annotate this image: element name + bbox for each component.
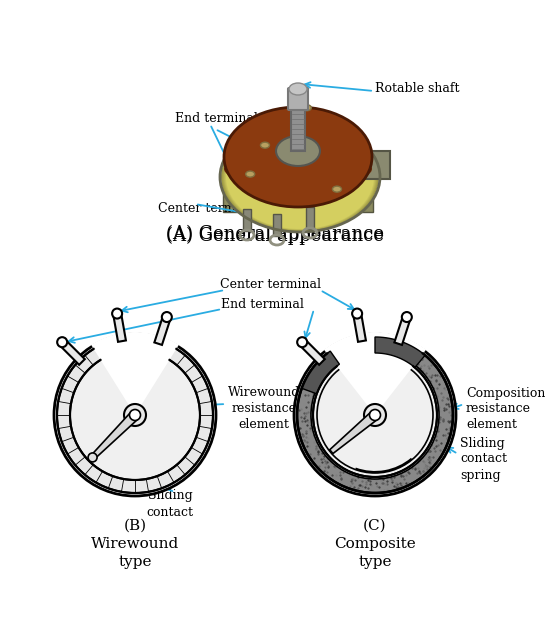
Wedge shape [324,332,426,415]
Ellipse shape [224,152,372,187]
Circle shape [370,409,381,421]
Text: (A) General appearance: (A) General appearance [166,227,384,245]
Ellipse shape [224,107,372,207]
Circle shape [402,312,412,322]
Text: End terminal: End terminal [221,298,304,311]
Text: Wirewound
resistance
element: Wirewound resistance element [228,386,300,431]
Polygon shape [353,313,366,342]
Ellipse shape [302,105,311,111]
Ellipse shape [226,125,374,229]
Circle shape [57,337,67,347]
Circle shape [297,337,307,347]
Text: Rotable shaft: Rotable shaft [375,82,459,96]
Bar [243,209,251,231]
Text: Sliding
contact
spring: Sliding contact spring [460,437,507,482]
Circle shape [294,334,456,496]
Polygon shape [223,177,373,212]
Circle shape [364,404,386,426]
Polygon shape [91,411,139,459]
Text: (C)
Composite
type: (C) Composite type [334,518,416,569]
Circle shape [112,309,122,318]
Circle shape [70,350,200,480]
Circle shape [88,453,97,462]
Wedge shape [91,332,179,415]
Polygon shape [59,339,85,365]
Polygon shape [113,313,126,342]
Circle shape [311,351,439,479]
Circle shape [313,353,437,477]
Polygon shape [155,316,170,345]
Ellipse shape [224,124,376,230]
Ellipse shape [261,142,270,148]
Text: (A) General appearance: (A) General appearance [166,225,384,243]
Polygon shape [330,411,378,454]
Circle shape [70,350,200,480]
Text: Composition
resistance
element: Composition resistance element [466,386,546,431]
Ellipse shape [276,136,320,166]
Bar [291,109,305,151]
Ellipse shape [225,125,375,230]
Circle shape [129,409,140,421]
Polygon shape [299,339,325,365]
Ellipse shape [223,123,377,230]
Text: Sliding
contact: Sliding contact [146,489,194,518]
Circle shape [162,312,172,322]
Polygon shape [394,316,411,345]
Wedge shape [297,337,453,493]
Text: Center terminal: Center terminal [158,203,259,216]
Bar [273,214,281,236]
Circle shape [57,337,213,493]
Ellipse shape [246,171,255,177]
Text: End terminals: End terminals [175,113,264,126]
Ellipse shape [221,123,379,231]
Circle shape [54,334,216,496]
Ellipse shape [332,186,342,192]
Text: (B)
Wirewound
type: (B) Wirewound type [91,518,179,569]
Circle shape [124,404,146,426]
Ellipse shape [222,123,378,231]
Bar [306,207,314,229]
Text: Center terminal: Center terminal [219,277,321,291]
Ellipse shape [289,83,307,95]
Polygon shape [302,351,339,394]
FancyBboxPatch shape [288,88,308,110]
Circle shape [352,309,362,318]
Bar [350,151,390,179]
Polygon shape [375,337,425,367]
